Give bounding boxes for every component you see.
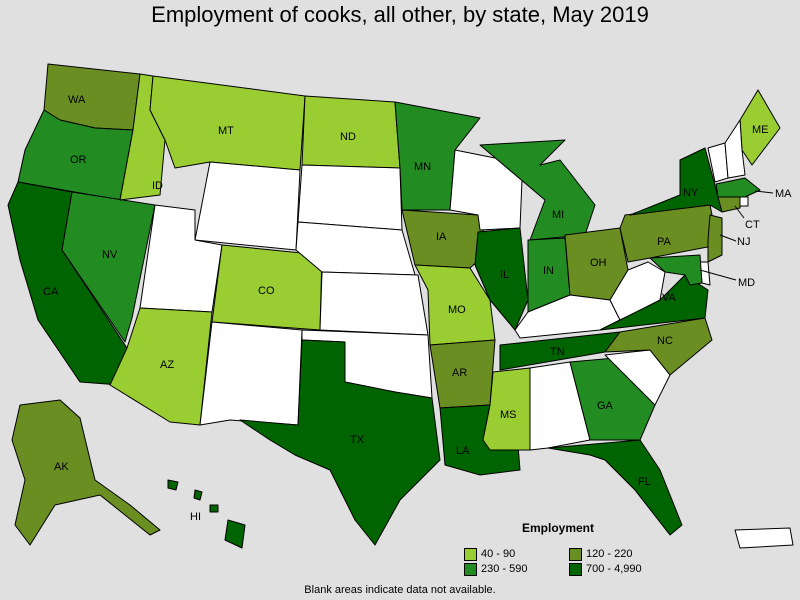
- state-label-nd: ND: [340, 131, 356, 143]
- state-label-or: OR: [70, 154, 87, 166]
- state-tx[interactable]: [239, 339, 441, 546]
- state-sd[interactable]: [297, 164, 403, 231]
- state-label-mi: MI: [552, 209, 564, 221]
- state-ny[interactable]: [629, 147, 723, 216]
- state-label-va: VA: [662, 292, 677, 304]
- state-ri[interactable]: [739, 196, 749, 207]
- state-label-fl: FL: [638, 476, 651, 488]
- state-label-az: AZ: [160, 359, 174, 371]
- legend-item: 120 - 220: [569, 547, 632, 561]
- state-label-co: CO: [258, 285, 275, 297]
- legend-swatch: [464, 562, 477, 576]
- state-ma[interactable]: [715, 177, 761, 198]
- state-label-la: LA: [456, 445, 470, 457]
- state-label-nv: NV: [102, 249, 118, 261]
- state-pr[interactable]: [734, 527, 794, 549]
- state-fl[interactable]: [547, 439, 683, 536]
- state-md[interactable]: [649, 254, 703, 286]
- state-label-mn: MN: [414, 161, 431, 173]
- state-nv[interactable]: [61, 191, 156, 343]
- state-label-mo: MO: [448, 304, 466, 316]
- state-mt[interactable]: [149, 75, 306, 171]
- state-label-me: ME: [752, 124, 769, 136]
- state-label-ar: AR: [452, 367, 467, 379]
- state-az[interactable]: [109, 307, 213, 426]
- state-ak[interactable]: [11, 399, 161, 546]
- legend-item: 40 - 90: [464, 547, 515, 561]
- state-wy[interactable]: [194, 161, 301, 251]
- legend-label: 700 - 4,990: [586, 563, 642, 575]
- state-label-mt: MT: [218, 125, 234, 137]
- state-label-ma: MA: [775, 188, 792, 200]
- footnote: Blank areas indicate data not available.: [304, 584, 496, 596]
- legend-label: 230 - 590: [481, 563, 528, 575]
- state-label-nj: NJ: [737, 236, 750, 248]
- map-title: Employment of cooks, all other, by state…: [151, 2, 649, 27]
- state-hi[interactable]: [167, 479, 246, 549]
- state-label-oh: OH: [590, 257, 607, 269]
- state-label-id: ID: [152, 180, 163, 192]
- state-label-wa: WA: [68, 94, 86, 106]
- legend-item: 700 - 4,990: [569, 562, 642, 576]
- legend-swatch: [569, 547, 582, 561]
- state-nh[interactable]: [724, 119, 746, 179]
- state-label-ct: CT: [745, 219, 760, 231]
- state-label-nc: NC: [657, 335, 673, 347]
- state-label-pa: PA: [657, 236, 672, 248]
- state-ks[interactable]: [319, 271, 429, 336]
- state-al[interactable]: [529, 361, 591, 451]
- state-nm[interactable]: [199, 321, 303, 426]
- state-label-tx: TX: [350, 434, 365, 446]
- state-nj[interactable]: [707, 214, 723, 263]
- state-nc[interactable]: [604, 317, 713, 376]
- legend-item: 230 - 590: [464, 562, 527, 576]
- state-ct[interactable]: [717, 196, 741, 213]
- state-label-ca: CA: [43, 286, 59, 298]
- legend-label: 40 - 90: [481, 548, 516, 560]
- legend-title: Employment: [522, 521, 595, 535]
- legend-swatch: [464, 547, 477, 561]
- state-label-ak: AK: [54, 461, 69, 473]
- state-label-ia: IA: [436, 231, 447, 243]
- legend-label: 120 - 220: [586, 548, 633, 560]
- state-label-in: IN: [543, 265, 554, 277]
- state-label-il: IL: [500, 269, 509, 281]
- state-label-ga: GA: [597, 400, 614, 412]
- state-label-hi: HI: [190, 511, 201, 523]
- state-mi[interactable]: [479, 139, 596, 241]
- state-label-ny: NY: [683, 187, 699, 199]
- state-label-tn: TN: [550, 346, 565, 358]
- state-label-ms: MS: [500, 409, 517, 421]
- state-label-md: MD: [738, 277, 755, 289]
- state-ga[interactable]: [569, 357, 656, 441]
- legend-swatch: [569, 562, 582, 576]
